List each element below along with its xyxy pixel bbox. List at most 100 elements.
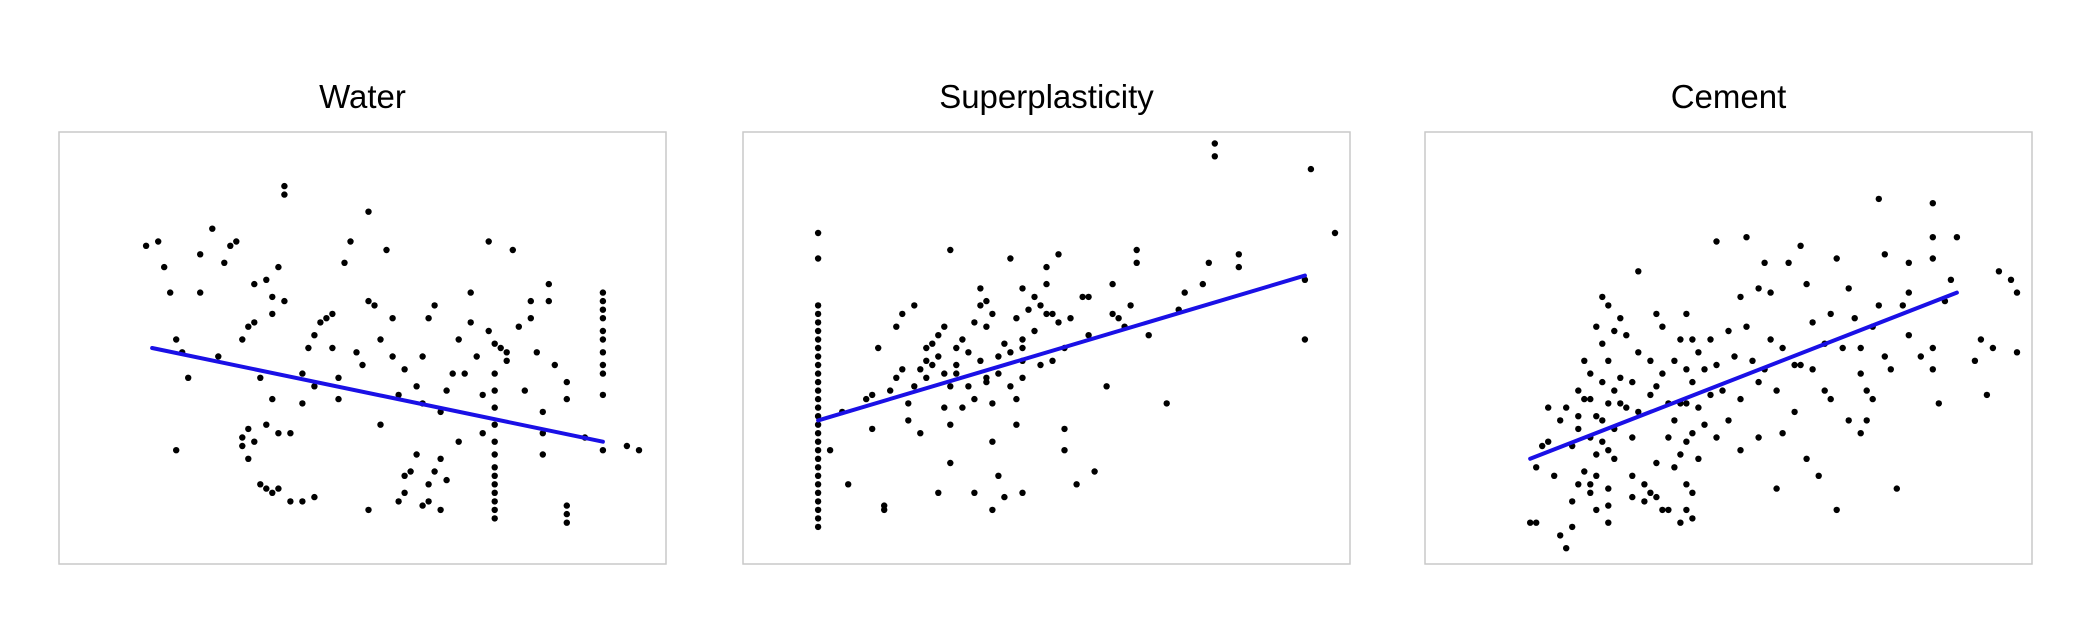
data-point (1671, 464, 1678, 471)
data-point (407, 468, 414, 475)
data-point (941, 323, 948, 330)
data-point (929, 340, 936, 347)
data-point (1575, 481, 1582, 488)
data-point (1599, 340, 1606, 347)
data-point (449, 370, 456, 377)
data-point (311, 383, 318, 390)
data-point (563, 510, 570, 518)
data-point (1049, 310, 1056, 318)
data-point (977, 285, 984, 292)
data-point (1031, 293, 1038, 301)
data-point (1073, 481, 1080, 488)
data-point (281, 191, 288, 198)
scatter-plot-cement (1424, 131, 2033, 565)
data-point (1103, 383, 1110, 390)
data-point (257, 481, 264, 488)
data-point (814, 361, 822, 369)
data-point (1647, 489, 1654, 496)
data-point (887, 387, 894, 394)
data-point (814, 506, 822, 514)
data-point (989, 506, 996, 514)
data-point (1659, 506, 1666, 514)
data-point (1857, 370, 1864, 377)
data-point (814, 319, 822, 326)
data-point (563, 519, 570, 526)
data-point (977, 357, 984, 364)
data-point (269, 489, 276, 496)
data-point (1563, 404, 1570, 411)
data-point (509, 246, 516, 254)
data-point (989, 438, 996, 445)
data-point (491, 421, 498, 428)
data-point (935, 332, 942, 339)
data-point (971, 489, 978, 496)
data-point (359, 361, 366, 369)
data-point (1091, 468, 1098, 475)
data-point (1701, 366, 1708, 373)
data-point (539, 451, 546, 458)
data-point (814, 464, 822, 471)
data-point (905, 417, 912, 424)
data-point (515, 323, 522, 330)
data-point (185, 374, 192, 381)
data-point (287, 498, 294, 505)
plot-frame (742, 131, 1351, 565)
data-point (845, 481, 852, 488)
data-point (491, 481, 498, 488)
data-point (635, 447, 643, 454)
data-point (1593, 506, 1600, 514)
data-point (977, 302, 984, 309)
data-point (1773, 387, 1780, 394)
data-point (911, 383, 918, 390)
data-point (814, 387, 822, 394)
data-point (814, 378, 822, 386)
data-point (485, 238, 492, 245)
data-point (1587, 489, 1594, 496)
data-point (1899, 302, 1906, 309)
data-point (995, 370, 1002, 377)
data-point (419, 353, 426, 360)
data-point (1527, 519, 1534, 526)
data-point (1707, 391, 1714, 399)
data-point (1929, 234, 1936, 241)
data-point (239, 434, 246, 441)
data-point (491, 451, 498, 458)
data-point (1815, 472, 1822, 479)
data-point (491, 370, 498, 377)
data-point (281, 182, 288, 190)
data-point (1301, 336, 1309, 343)
data-point (2013, 289, 2021, 296)
data-point (1761, 259, 1768, 266)
data-point (1857, 344, 1864, 352)
data-point (545, 280, 552, 288)
data-point (1683, 366, 1690, 373)
data-point (965, 349, 972, 356)
data-point (431, 302, 438, 309)
data-point (959, 336, 966, 343)
data-point (1025, 306, 1032, 313)
data-point (965, 383, 972, 390)
data-point (1977, 336, 1985, 343)
data-point (1785, 259, 1792, 266)
data-point (1725, 327, 1732, 335)
data-point (281, 297, 288, 305)
data-point (473, 353, 480, 360)
data-point (1019, 336, 1026, 343)
data-point (599, 336, 607, 343)
data-point (814, 413, 822, 420)
data-point (995, 353, 1002, 360)
data-point (1127, 302, 1134, 309)
data-point (814, 310, 822, 318)
data-point (527, 297, 534, 305)
data-point (1079, 293, 1086, 301)
data-point (1725, 417, 1732, 424)
data-point (1019, 344, 1026, 352)
data-point (221, 259, 228, 266)
data-point (1737, 395, 1744, 403)
data-point (197, 251, 204, 258)
data-point (1989, 344, 1997, 352)
data-point (467, 319, 474, 326)
data-point (1593, 451, 1600, 458)
data-point (1013, 315, 1020, 322)
data-point (1749, 357, 1756, 364)
